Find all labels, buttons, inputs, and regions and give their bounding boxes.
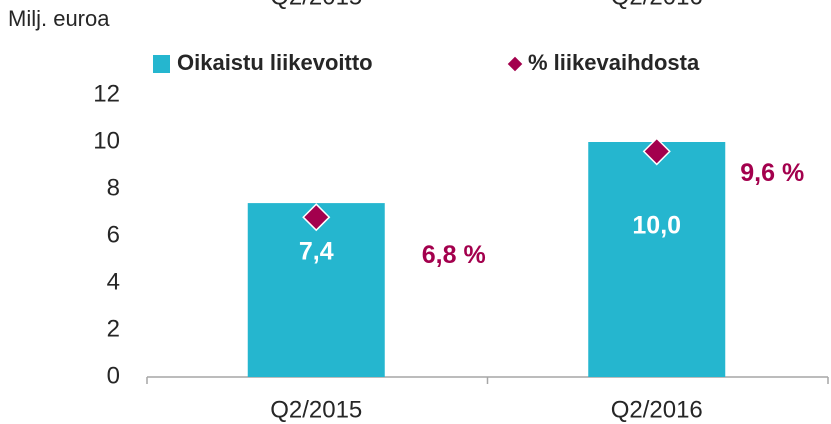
- bar-value-label: 10,0: [632, 212, 681, 240]
- legend-swatch: [153, 55, 170, 73]
- bar: [588, 142, 726, 377]
- marker-value-label: 6,8 %: [422, 241, 486, 269]
- clipped-category-label: Q2/2016: [611, 0, 703, 10]
- y-tick-label: 2: [107, 315, 120, 342]
- y-tick-label: 10: [93, 127, 120, 154]
- y-tick-label: 6: [107, 221, 120, 248]
- legend-label: Oikaistu liikevoitto: [177, 50, 373, 75]
- legend-label: % liikevaihdosta: [528, 50, 700, 75]
- y-tick-label: 0: [107, 362, 120, 389]
- y-tick-label: 4: [107, 268, 120, 295]
- x-tick-label: Q2/2015: [270, 396, 362, 423]
- marker-value-label: 9,6 %: [740, 159, 804, 187]
- clipped-category-label: Q2/2015: [270, 0, 362, 10]
- legend-swatch: [506, 55, 524, 73]
- y-axis-label: Milj. euroa: [8, 6, 110, 31]
- x-tick-label: Q2/2016: [611, 396, 703, 423]
- marker: [642, 137, 671, 166]
- marker: [302, 203, 331, 232]
- bar: [247, 203, 385, 377]
- bar-value-label: 7,4: [299, 238, 334, 266]
- y-tick-label: 12: [93, 80, 120, 107]
- y-tick-label: 8: [107, 174, 120, 201]
